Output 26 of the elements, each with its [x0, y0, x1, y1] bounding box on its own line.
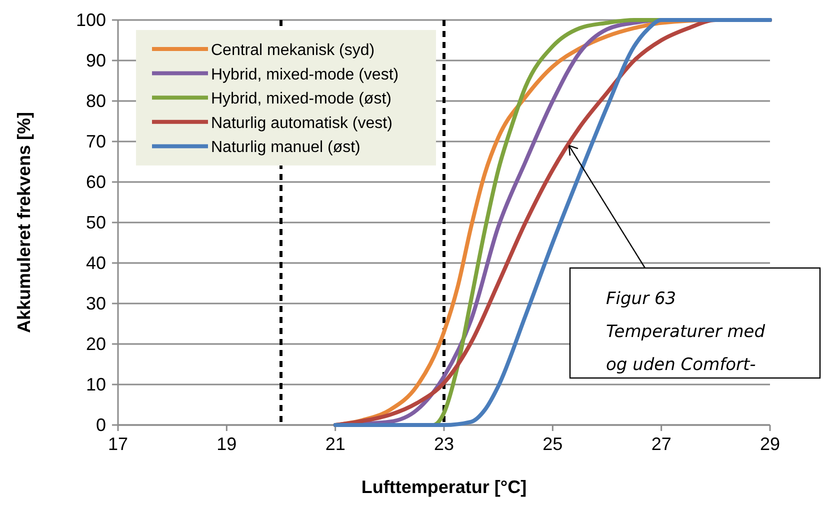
x-axis-title: Lufttemperatur [°C]: [361, 477, 527, 497]
y-axis-title: Akkumuleret frekvens [%]: [14, 112, 34, 334]
x-tick-label: 19: [216, 434, 237, 454]
x-tick-label: 21: [325, 434, 346, 454]
legend-label: Hybrid, mixed-mode (vest): [211, 66, 399, 84]
legend-label: Naturlig automatisk (vest): [211, 114, 392, 132]
x-tick-label: 23: [434, 434, 454, 454]
y-tick-label: 20: [86, 334, 106, 354]
annotation: Figur 63 Temperaturer med og uden Comfort-: [606, 289, 766, 375]
x-tick-label: 29: [760, 434, 780, 454]
y-tick-label: 70: [86, 132, 106, 152]
legend-label: Hybrid, mixed-mode (øst): [211, 90, 392, 108]
legend-label: Central mekanisk (syd): [211, 42, 375, 59]
x-tick-label: 25: [542, 434, 563, 454]
y-tick-label: 40: [86, 253, 106, 273]
y-tick-label: 60: [86, 172, 106, 192]
y-tick-label: 100: [76, 10, 106, 30]
y-tick-label: 30: [86, 294, 106, 314]
y-tick-label: 80: [86, 91, 106, 111]
x-tick-label: 17: [108, 434, 128, 454]
y-tick-label: 10: [86, 374, 106, 394]
y-tick-label: 50: [86, 212, 106, 232]
legend-label: Naturlig manuel (øst): [211, 139, 360, 156]
y-tick-label: 90: [86, 50, 106, 70]
x-tick-label: 27: [651, 434, 672, 454]
y-tick-label: 0: [96, 415, 106, 435]
